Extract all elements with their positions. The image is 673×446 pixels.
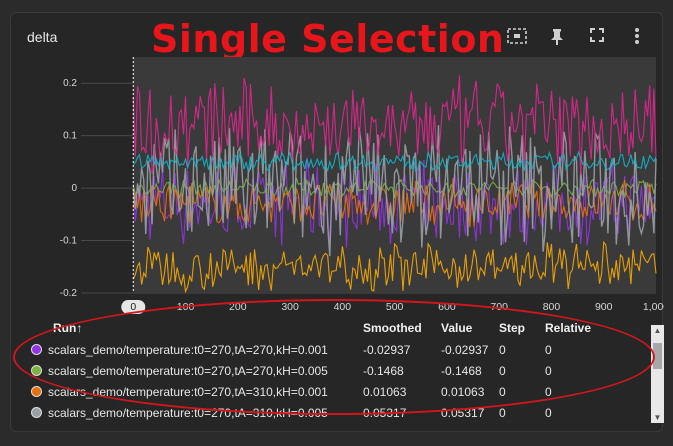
x-tick-label: 1,000 <box>643 301 664 313</box>
run-name: scalars_demo/temperature:t0=270,tA=270,k… <box>48 363 328 378</box>
relative-cell: 0 <box>545 384 552 399</box>
smoothed-cell: -0.1468 <box>363 363 404 378</box>
x-tick-label: 600 <box>438 301 456 313</box>
series-line <box>132 125 657 257</box>
value-cell: 0.05317 <box>441 405 485 420</box>
more-vert-icon[interactable] <box>622 27 652 49</box>
run-color-icon <box>31 386 42 397</box>
run-color-icon <box>31 407 42 418</box>
smoothed-column-header: Smoothed <box>363 321 422 335</box>
step-cell: 0 <box>499 342 506 357</box>
pin-icon[interactable] <box>542 27 572 49</box>
table-row: scalars_demo/temperature:t0=270,tA=270,k… <box>31 339 639 360</box>
x-tick-label: 400 <box>334 301 352 313</box>
x-tick-label: 700 <box>490 301 508 313</box>
run-name: scalars_demo/temperature:t0=270,tA=310,k… <box>48 405 328 420</box>
series-line <box>132 157 656 248</box>
smoothed-cell: 0.01063 <box>363 384 407 399</box>
scroll-up-icon[interactable]: ▲ <box>653 326 662 335</box>
run-column-header[interactable]: Run↑ <box>53 321 83 335</box>
card-toolbar <box>502 27 652 49</box>
table-row: scalars_demo/temperature:t0=270,tA=310,k… <box>31 381 639 402</box>
run-cell: scalars_demo/temperature:t0=270,tA=310,k… <box>31 385 363 399</box>
line-chart[interactable]: 0.2 0.1 0 -0.1 -0.2 100 200 300 400 500 600 700 800… <box>11 57 664 315</box>
table-scrollbar[interactable]: ▲ ▼ <box>651 325 664 423</box>
relative-column-header: Relative <box>545 321 592 335</box>
relative-cell: 0 <box>545 342 552 357</box>
run-name: scalars_demo/temperature:t0=270,tA=270,k… <box>48 342 328 357</box>
scalar-card: delta Single Selection 0.2 0.1 0 -0.1 -0.2 1… <box>10 12 664 432</box>
table-row: scalars_demo/temperature:t0=270,tA=310,k… <box>31 402 639 423</box>
x-tick-label: 900 <box>595 301 613 313</box>
run-cell: scalars_demo/temperature:t0=270,tA=270,k… <box>31 364 363 378</box>
x-tick-label: 500 <box>386 301 404 313</box>
value-column-header: Value <box>441 321 473 335</box>
value-cell: -0.02937 <box>441 342 489 357</box>
card-title: delta <box>27 29 58 45</box>
smoothed-cell: -0.02937 <box>363 342 411 357</box>
table-row: scalars_demo/temperature:t0=270,tA=270,k… <box>31 360 639 381</box>
y-tick-label: -0.1 <box>60 236 78 247</box>
run-name: scalars_demo/temperature:t0=270,tA=310,k… <box>48 384 328 399</box>
relative-cell: 0 <box>545 363 552 378</box>
step-cell: 0 <box>499 405 506 420</box>
series-line <box>132 240 657 294</box>
relative-cell: 0 <box>545 405 552 420</box>
hover-x-label: 0 <box>130 301 136 313</box>
table-header: Run↑ Smoothed Value Step Relative <box>31 317 639 339</box>
series-line <box>132 75 657 176</box>
run-color-icon <box>31 344 42 355</box>
value-cell: -0.1468 <box>441 363 482 378</box>
step-column-header: Step <box>499 321 526 335</box>
x-tick-label: 800 <box>543 301 561 313</box>
tooltip-table: Run↑ Smoothed Value Step Relative scalar… <box>31 317 639 423</box>
x-tick-label: 200 <box>229 301 247 313</box>
scrollbar-thumb[interactable] <box>653 343 662 369</box>
fullscreen-icon[interactable] <box>582 27 612 49</box>
y-tick-label: 0.1 <box>63 131 77 142</box>
value-cell: 0.01063 <box>441 384 485 399</box>
smoothed-cell: 0.05317 <box>363 405 407 420</box>
series-line <box>132 150 657 173</box>
scroll-down-icon[interactable]: ▼ <box>653 413 662 422</box>
y-tick-label: 0.2 <box>63 78 77 89</box>
step-cell: 0 <box>499 384 506 399</box>
hover-x-badge <box>121 300 146 314</box>
overlay-annotation: Single Selection <box>151 17 505 61</box>
fit-domain-icon[interactable] <box>502 27 532 49</box>
run-cell: scalars_demo/temperature:t0=270,tA=310,k… <box>31 406 363 420</box>
run-color-icon <box>31 365 42 376</box>
run-cell: scalars_demo/temperature:t0=270,tA=270,k… <box>31 343 363 357</box>
step-cell: 0 <box>499 363 506 378</box>
y-tick-label: -0.2 <box>60 288 78 299</box>
x-tick-label: 100 <box>177 301 195 313</box>
y-tick-label: 0 <box>71 183 77 194</box>
x-tick-label: 300 <box>281 301 299 313</box>
